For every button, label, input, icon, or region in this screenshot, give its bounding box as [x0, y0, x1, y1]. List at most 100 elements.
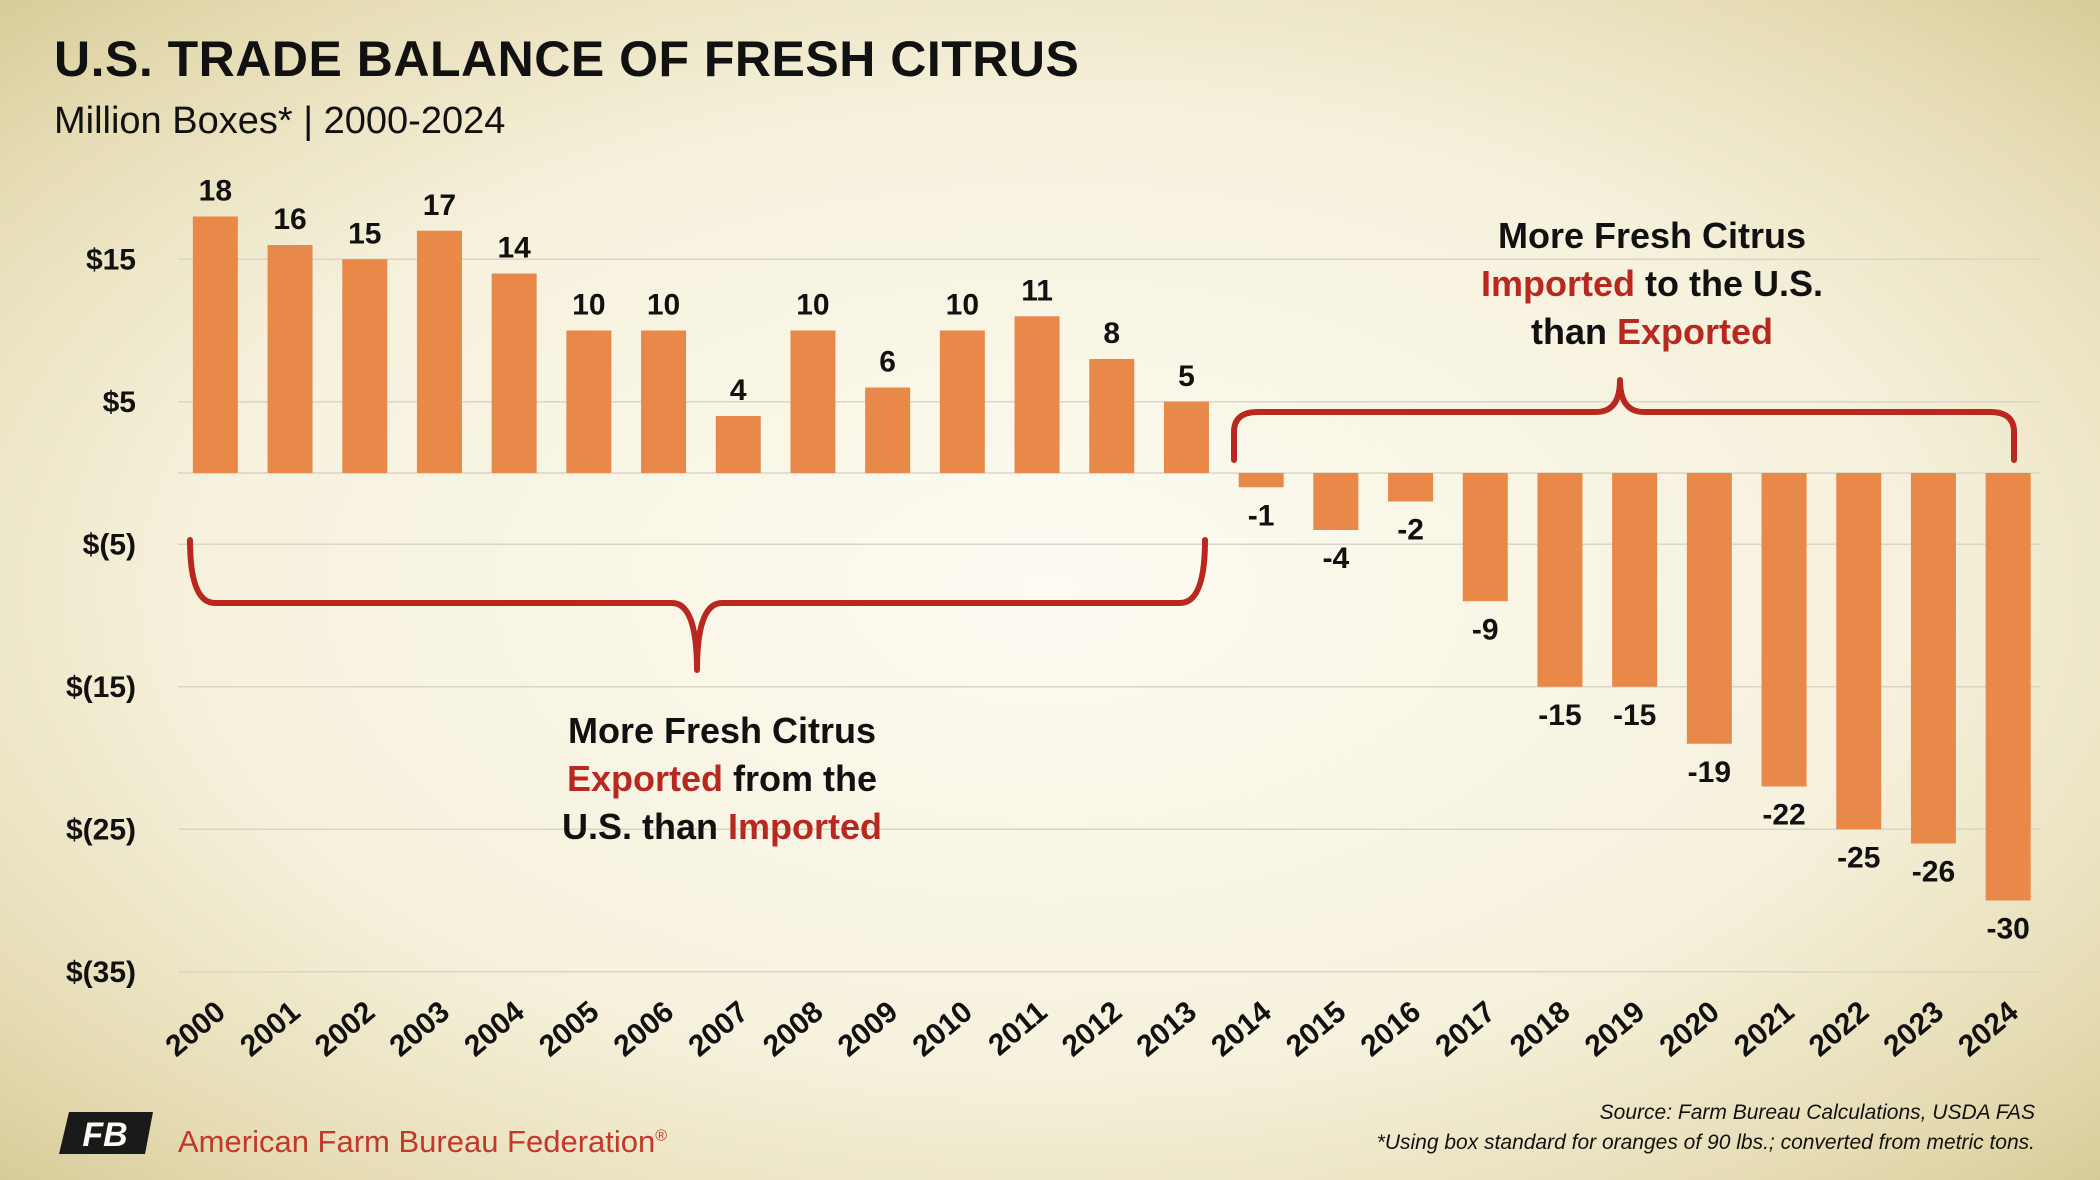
y-tick-label: $(25): [66, 813, 136, 846]
data-label: 10: [572, 289, 605, 322]
annotation-text: More Fresh Citrus: [1498, 215, 1806, 256]
source-text: Source: Farm Bureau Calculations, USDA F…: [1599, 1101, 2035, 1124]
y-tick-label: $(5): [83, 528, 136, 561]
data-label: -1: [1248, 499, 1275, 532]
chart-title: U.S. TRADE BALANCE OF FRESH CITRUS: [54, 31, 1080, 87]
data-label: 10: [946, 289, 979, 322]
y-tick-label: $(15): [66, 671, 136, 704]
export-note-line: More Fresh Citrus: [568, 710, 876, 751]
x-tick-label: 2012: [1056, 995, 1128, 1063]
svg-text:FB: FB: [82, 1116, 127, 1154]
bar: [1985, 473, 2031, 901]
org-name-text: American Farm Bureau Federation: [178, 1124, 656, 1159]
x-tick-label: 2009: [832, 995, 904, 1063]
bar: [1910, 473, 1956, 844]
x-tick-label: 2017: [1429, 995, 1501, 1063]
source-block: Source: Farm Bureau Calculations, USDA F…: [1377, 1098, 2035, 1158]
bar: [192, 216, 238, 473]
x-tick-label: 2016: [1355, 995, 1427, 1063]
x-tick-label: 2023: [1878, 995, 1950, 1063]
bar: [1014, 316, 1060, 473]
x-tick-label: 2020: [1654, 995, 1726, 1063]
x-tick-label: 2024: [1952, 995, 2025, 1063]
data-label: 10: [796, 289, 829, 322]
bar: [865, 387, 911, 473]
x-tick-label: 2021: [1728, 995, 1800, 1063]
bar: [491, 273, 537, 473]
export-note-line: U.S. than Imported: [562, 806, 882, 847]
data-label: 15: [348, 217, 381, 250]
y-tick-label: $5: [103, 386, 136, 419]
bar: [416, 230, 462, 473]
export-note-line: Exported from the: [567, 758, 877, 799]
import-note-line: Imported to the U.S.: [1481, 263, 1823, 304]
import-note-line: More Fresh Citrus: [1498, 215, 1806, 256]
data-label: -19: [1688, 756, 1731, 789]
x-tick-label: 2014: [1205, 995, 1278, 1063]
annotation-text: More Fresh Citrus: [568, 710, 876, 751]
import-note-line: than Exported: [1531, 311, 1773, 352]
bar: [1238, 473, 1284, 488]
y-tick-label: $(35): [66, 956, 136, 989]
data-label: -9: [1472, 613, 1499, 646]
data-label: 6: [879, 346, 896, 379]
bar: [1686, 473, 1732, 744]
x-tick-label: 2006: [608, 995, 680, 1063]
data-label: 17: [423, 189, 456, 222]
bar: [1313, 473, 1359, 530]
annotation-text: from the: [723, 758, 877, 799]
annotation-accent-text: Exported: [567, 758, 723, 799]
bar: [790, 330, 836, 473]
data-label: -15: [1613, 699, 1656, 732]
bar: [715, 416, 761, 473]
data-label: -26: [1912, 856, 1955, 889]
x-tick-label: 2000: [160, 995, 232, 1063]
x-tick-label: 2015: [1280, 995, 1352, 1063]
bar: [1388, 473, 1434, 502]
bar: [1462, 473, 1508, 602]
x-tick-label: 2010: [907, 995, 979, 1063]
import-bracket: [1231, 377, 2017, 463]
data-label: 14: [497, 232, 531, 265]
x-tick-label: 2002: [309, 995, 381, 1063]
x-tick-label: 2011: [982, 995, 1053, 1062]
x-tick-label: 2018: [1504, 995, 1576, 1063]
bar: [1537, 473, 1583, 687]
x-tick-label: 2004: [458, 995, 531, 1063]
data-label: 4: [730, 374, 747, 407]
x-tick-label: 2013: [1131, 995, 1203, 1063]
annotation-text: to the U.S.: [1635, 263, 1823, 304]
annotation-text: than: [1531, 311, 1617, 352]
bar: [1163, 401, 1209, 473]
data-label: -2: [1397, 514, 1424, 547]
bar: [1836, 473, 1882, 830]
bar: [1612, 473, 1658, 687]
data-label: -4: [1323, 542, 1350, 575]
bar: [566, 330, 612, 473]
data-label: 18: [199, 175, 232, 208]
fb-logo: FB: [55, 1110, 155, 1161]
annotation-accent-text: Imported: [1481, 263, 1635, 304]
x-tick-label: 2001: [234, 995, 306, 1063]
data-label: -30: [1986, 913, 2029, 946]
data-label: 11: [1021, 274, 1053, 307]
x-tick-label: 2005: [533, 995, 605, 1063]
export-bracket: [187, 537, 1208, 673]
bar: [939, 330, 985, 473]
data-label: 16: [273, 203, 306, 236]
bar: [1089, 359, 1135, 473]
data-label: 10: [647, 289, 680, 322]
bar: [1761, 473, 1807, 787]
x-tick-label: 2008: [757, 995, 829, 1063]
data-label: 8: [1103, 317, 1120, 350]
footnote-text: *Using box standard for oranges of 90 lb…: [1376, 1131, 2035, 1154]
x-tick-label: 2022: [1803, 995, 1875, 1063]
chart-subtitle: Million Boxes* | 2000-2024: [54, 100, 506, 142]
bar: [267, 245, 313, 473]
org-name: American Farm Bureau Federation®: [178, 1124, 667, 1160]
annotation-text: U.S. than: [562, 806, 728, 847]
org-registered-mark: ®: [655, 1127, 668, 1145]
y-tick-label: $15: [86, 243, 136, 276]
bar: [641, 330, 687, 473]
